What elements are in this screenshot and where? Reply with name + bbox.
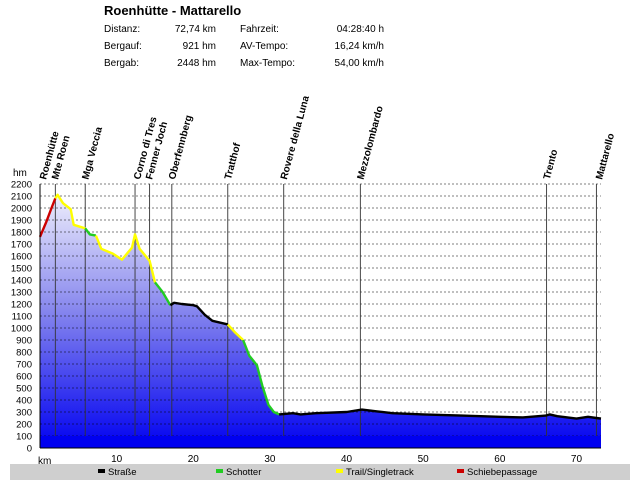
y-tick-label: 1100 <box>12 312 32 323</box>
y-tick-label: 1400 <box>11 276 32 287</box>
stat-label-max-speed: Max-Tempo: <box>240 58 296 69</box>
waypoint-label: Mga Veccia <box>80 125 105 180</box>
y-tick-label: 2100 <box>11 192 32 203</box>
profile-segment <box>278 408 602 420</box>
y-tick-label: 1900 <box>11 216 32 227</box>
stat-value-avg-speed: 16,24 km/h <box>334 41 384 52</box>
stat-value-max-speed: 54,00 km/h <box>334 58 384 69</box>
y-tick-label: 800 <box>16 348 32 359</box>
y-tick-label: 900 <box>16 336 32 347</box>
profile-segment <box>226 323 244 341</box>
waypoint-label: Mattarello <box>594 132 617 180</box>
profile-segment <box>154 281 172 306</box>
stat-label-avg-speed: AV-Tempo: <box>240 41 289 52</box>
stat-value-descent: 2448 hm <box>177 58 216 69</box>
base-band <box>40 436 601 448</box>
y-axis-title: hm <box>13 168 27 179</box>
waypoint-label: Trento <box>542 148 561 180</box>
profile-segment <box>84 227 97 237</box>
legend-swatch <box>457 469 464 473</box>
y-tick-label: 1200 <box>11 300 32 311</box>
y-tick-label: 1000 <box>11 324 32 335</box>
y-tick-label: 400 <box>16 396 32 407</box>
stat-label-distance: Distanz: <box>104 24 141 35</box>
stat-label-ride-time: Fahrzeit: <box>240 24 279 35</box>
x-tick-label: 40 <box>341 454 353 465</box>
y-tick-label: 1700 <box>11 240 32 251</box>
stat-label-ascent: Bergauf: <box>104 41 142 52</box>
stat-label-descent: Bergab: <box>104 58 140 69</box>
y-tick-label: 2200 <box>11 180 32 191</box>
waypoint-label: Oberfennberg <box>167 114 195 181</box>
y-tick-label: 600 <box>16 372 32 383</box>
y-tick-label: 1600 <box>11 252 32 263</box>
y-tick-label: 0 <box>27 444 32 455</box>
legend-label: Straße <box>108 467 137 478</box>
x-tick-label: 20 <box>188 454 200 465</box>
legend-swatch <box>216 469 223 473</box>
profile-segment <box>94 233 157 283</box>
y-tick-label: 1300 <box>11 288 32 299</box>
x-axis-title: km <box>38 456 51 467</box>
legend-swatch <box>336 469 343 473</box>
x-tick-label: 70 <box>571 454 583 465</box>
profile-segment <box>54 193 86 230</box>
stat-value-distance: 72,74 km <box>174 24 216 35</box>
y-tick-label: 700 <box>16 360 32 371</box>
y-tick-label: 200 <box>16 420 32 431</box>
y-tick-label: 1800 <box>11 228 32 239</box>
y-tick-label: 300 <box>16 408 32 419</box>
profile-segment <box>169 301 229 326</box>
y-tick-label: 100 <box>16 432 32 443</box>
x-tick-label: 10 <box>111 454 123 465</box>
waypoint-label: Tratthof <box>223 141 243 180</box>
y-tick-label: 500 <box>16 384 32 395</box>
y-tick-label: 2000 <box>11 204 32 215</box>
legend-label: Trail/Singletrack <box>346 467 414 478</box>
x-tick-label: 30 <box>264 454 276 465</box>
legend-swatch <box>98 469 105 473</box>
legend-bar <box>10 464 630 480</box>
route-title: Roenhütte - Mattarello <box>104 3 242 18</box>
legend-label: Schotter <box>226 467 261 478</box>
profile-segment <box>241 339 280 416</box>
x-tick-label: 50 <box>418 454 430 465</box>
stat-value-ride-time: 04:28:40 h <box>336 24 384 35</box>
stat-value-ascent: 921 hm <box>182 41 216 52</box>
profile-segment <box>38 197 57 238</box>
x-tick-label: 60 <box>494 454 506 465</box>
waypoint-label: Mezzolombardo <box>356 105 386 181</box>
legend-label: Schiebepassage <box>467 467 537 478</box>
elevation-area <box>40 194 601 448</box>
waypoint-label: Rovere della Luna <box>279 94 312 180</box>
y-tick-label: 1500 <box>11 264 32 275</box>
